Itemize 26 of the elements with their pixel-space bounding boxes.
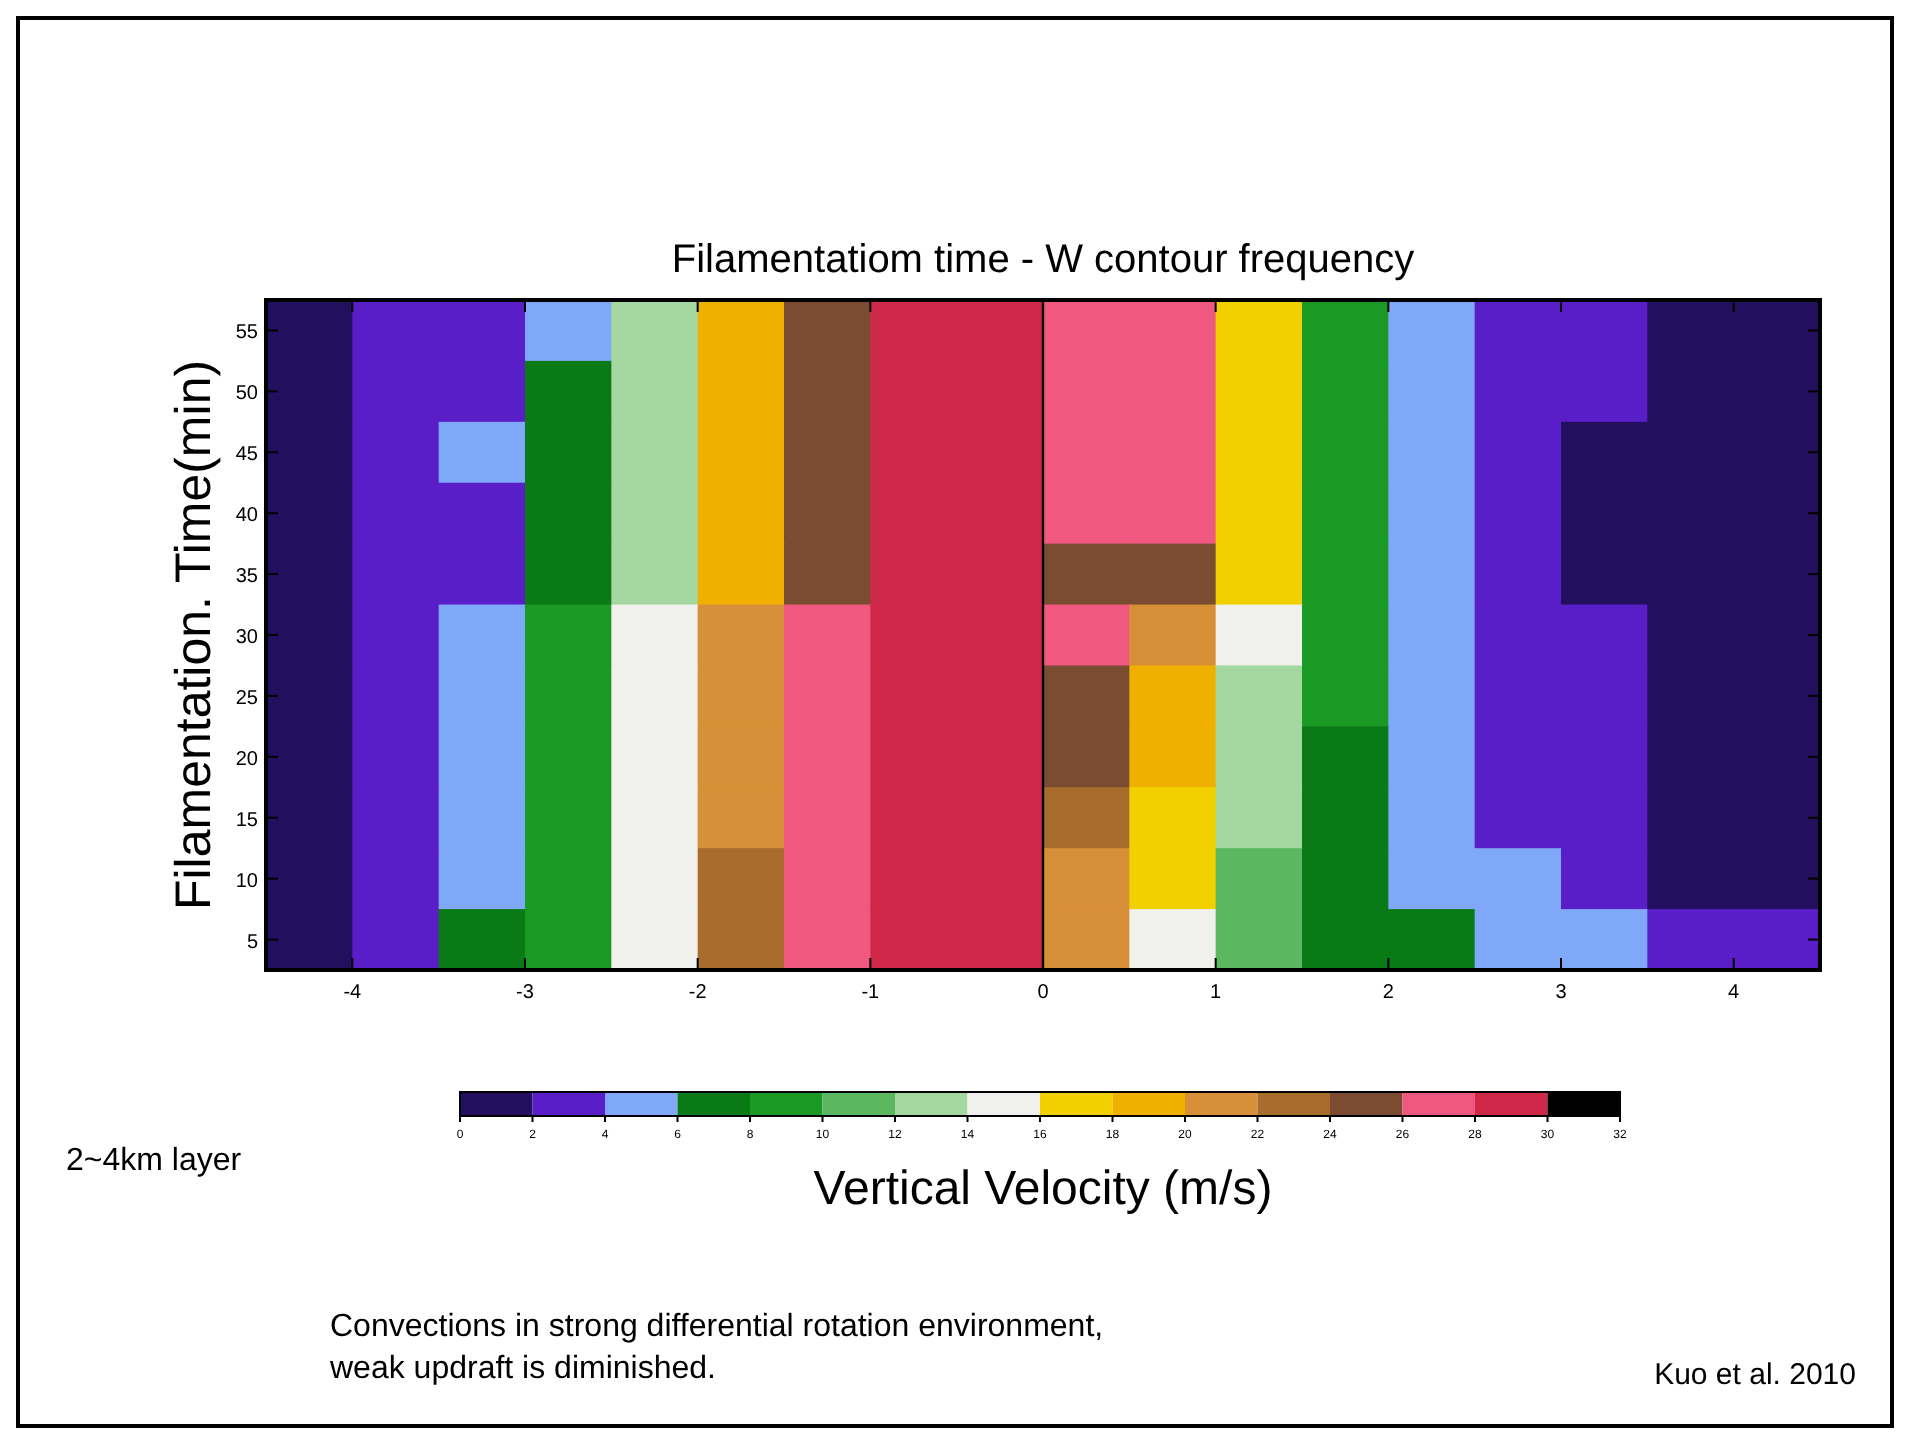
y-tick-label: 45 xyxy=(235,444,259,467)
x-tick-label: -4 xyxy=(343,982,363,1004)
y-tick-label: 30 xyxy=(235,627,259,649)
x-tick-label: 2 xyxy=(1382,982,1395,1004)
y-tick-label: 25 xyxy=(235,687,259,710)
y-tick-label: 20 xyxy=(235,748,259,771)
y-tick-label: 10 xyxy=(235,870,259,893)
text: Convections in strong differential rotation environment, weak updraft is diminished. xyxy=(328,1310,1104,1386)
chart-title: Filamentatiom time - W contour frequency xyxy=(671,238,1415,282)
y-tick-label: 35 xyxy=(235,566,259,589)
y-tick-label: 15 xyxy=(235,809,259,832)
x-tick-label: 0 xyxy=(1037,982,1050,1004)
text: Kuo et al. 2010 xyxy=(1654,1358,1856,1392)
y-tick-label: 40 xyxy=(235,505,259,528)
y-axis-title: Filamentation. Time(min) xyxy=(166,359,222,911)
x-tick-label: -1 xyxy=(861,982,881,1004)
x-tick-label: 3 xyxy=(1555,982,1568,1004)
x-tick-label: 4 xyxy=(1728,982,1741,1004)
x-tick-label: 1 xyxy=(1210,982,1223,1004)
x-axis-title: Vertical Velocity (m/s) xyxy=(813,1162,1273,1216)
y-tick-label: 55 xyxy=(235,322,259,345)
y-tick-label: 5 xyxy=(246,931,259,954)
text: 2~4km layer xyxy=(66,1144,243,1178)
x-tick-label: -3 xyxy=(516,982,535,1004)
y-tick-label: 50 xyxy=(235,383,259,406)
x-tick-label: -2 xyxy=(688,982,708,1004)
